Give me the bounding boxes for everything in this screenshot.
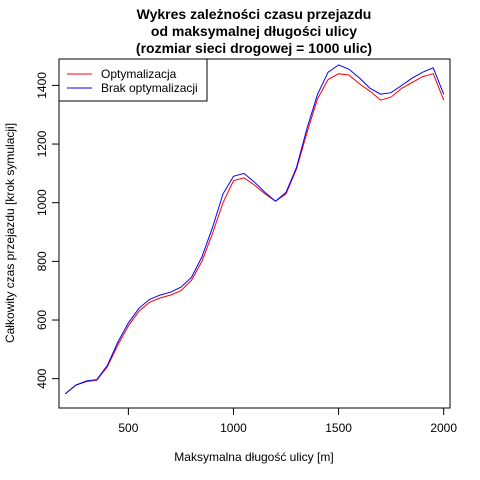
series-line-optymalizacja bbox=[64, 73, 445, 395]
legend-label-brak-optymalizacji: Brak optymalizacji bbox=[101, 81, 198, 95]
y-axis-label: Całkowity czas przejazdu [krok symulacji… bbox=[3, 123, 17, 343]
x-tick-label: 1500 bbox=[325, 421, 352, 435]
axes: 500 1000 1500 2000 400 600 800 1000 1200 1400 bbox=[35, 72, 457, 435]
y-tick-label: 400 bbox=[35, 368, 49, 388]
y-tick-label: 1200 bbox=[35, 130, 49, 157]
legend: Optymalizacja Brak optymalizacji bbox=[58, 58, 208, 102]
x-tick-label: 500 bbox=[118, 421, 138, 435]
chart-title-line-1: Wykres zależności czasu przejazdu bbox=[137, 6, 372, 22]
y-tick-label: 1400 bbox=[35, 72, 49, 99]
x-tick-label: 1000 bbox=[220, 421, 247, 435]
legend-label-optymalizacja: Optymalizacja bbox=[101, 67, 177, 81]
chart-title-line-3: (rozmiar sieci drogowej = 1000 ulic) bbox=[136, 40, 372, 56]
legend-box bbox=[58, 58, 208, 102]
x-tick-label: 2000 bbox=[430, 421, 457, 435]
y-tick-label: 600 bbox=[35, 310, 49, 330]
chart-title-line-2: od maksymalnej długości ulicy bbox=[151, 23, 357, 39]
y-tick-label: 800 bbox=[35, 251, 49, 271]
series-lines bbox=[64, 64, 445, 395]
y-tick-label: 1000 bbox=[35, 189, 49, 216]
series-line-brak-optymalizacji bbox=[64, 64, 445, 395]
x-axis-label: Maksymalna długość ulicy [m] bbox=[174, 450, 333, 464]
